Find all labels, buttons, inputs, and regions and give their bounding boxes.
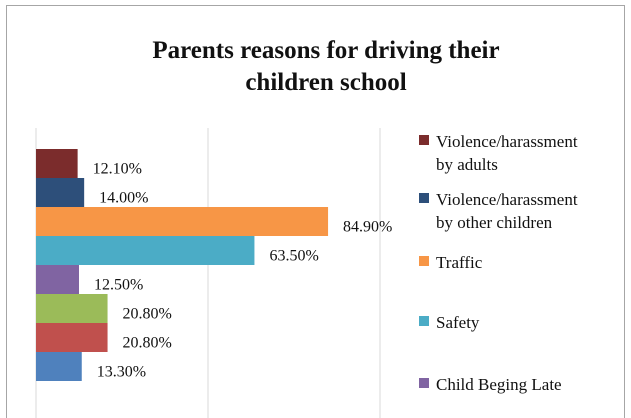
legend-item-2: Violence/harassment by other children: [419, 190, 578, 232]
chart-title: Parents reasons for driving their childr…: [152, 37, 499, 96]
chart-title-line-2: children school: [245, 69, 406, 96]
data-label-1: 12.10%: [93, 161, 142, 178]
chart-title-line-1: Parents reasons for driving their: [152, 37, 499, 64]
legend-label-5-line-1: Child Beging Late: [436, 375, 562, 394]
legend-swatch-3: [419, 256, 429, 266]
data-label-7: 20.80%: [123, 335, 172, 352]
legend-label-3-line-1: Traffic: [436, 253, 483, 272]
legend-swatch-4: [419, 316, 429, 326]
legend-swatch-2: [419, 193, 429, 203]
legend-item-4: Safety: [419, 313, 480, 332]
bar-2: [36, 178, 85, 207]
data-label-5: 12.50%: [94, 277, 143, 294]
legend-label-4-line-1: Safety: [436, 313, 480, 332]
bar-6: [36, 294, 108, 323]
legend-item-5: Child Beging Late: [419, 375, 562, 394]
data-label-3: 84.90%: [343, 219, 392, 236]
legend-swatch-5: [419, 378, 429, 388]
bar-1: [36, 149, 78, 178]
chart-canvas: Parents reasons for driving their childr…: [35, 37, 578, 418]
legend-swatch-1: [419, 135, 429, 145]
legend-label-1-line-2: by adults: [436, 155, 498, 174]
bar-3: [36, 207, 329, 236]
legend-label-2-line-1: Violence/harassment: [436, 190, 578, 209]
bar-5: [36, 265, 79, 294]
data-label-4: 63.50%: [269, 248, 318, 265]
data-label-6: 20.80%: [123, 306, 172, 323]
legend-item-3: Traffic: [419, 253, 483, 272]
legend-label-2-line-2: by other children: [436, 213, 553, 232]
data-label-8: 13.30%: [97, 364, 146, 381]
bar-8: [36, 352, 82, 381]
bar-7: [36, 323, 108, 352]
chart-frame: Parents reasons for driving their childr…: [6, 5, 625, 418]
bars: [36, 149, 329, 381]
legend-item-1: Violence/harassment by adults: [419, 132, 578, 174]
bar-4: [36, 236, 255, 265]
legend-label-1-line-1: Violence/harassment: [436, 132, 578, 151]
data-label-2: 14.00%: [99, 190, 148, 207]
data-labels: 12.10% 14.00% 84.90% 63.50% 12.50% 20.80% 20.8…: [93, 161, 393, 381]
gridlines: [35, 128, 381, 418]
